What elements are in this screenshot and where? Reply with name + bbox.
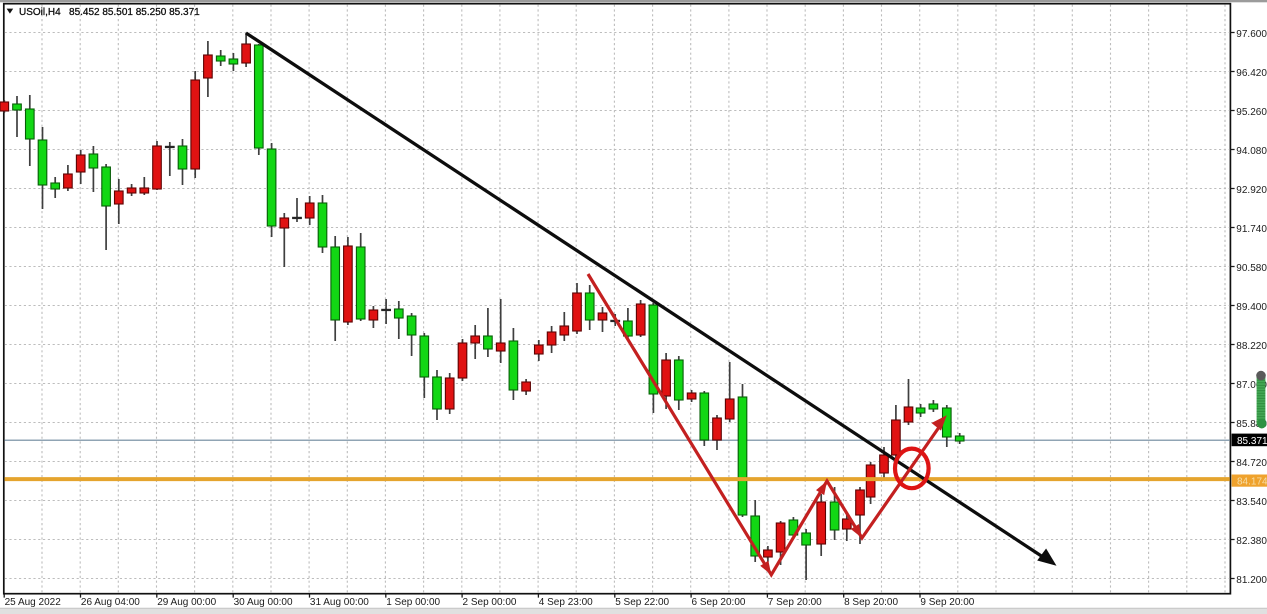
svg-text:88.220: 88.220 xyxy=(1236,341,1267,352)
svg-text:USOil,H4 85.452 85.501 85.25: USOil,H4 85.452 85.501 85.250 85.371 xyxy=(19,7,200,18)
svg-text:94.080: 94.080 xyxy=(1236,146,1267,157)
svg-text:5 Sep 22:00: 5 Sep 22:00 xyxy=(615,597,669,608)
svg-text:82.380: 82.380 xyxy=(1236,536,1267,547)
svg-text:81.200: 81.200 xyxy=(1236,575,1267,586)
svg-text:1 Sep 00:00: 1 Sep 00:00 xyxy=(386,597,440,608)
svg-text:31 Aug 00:00: 31 Aug 00:00 xyxy=(310,597,369,608)
svg-text:96.420: 96.420 xyxy=(1236,68,1267,79)
svg-text:7 Sep 20:00: 7 Sep 20:00 xyxy=(768,597,822,608)
svg-text:84.174: 84.174 xyxy=(1237,477,1267,488)
svg-text:26 Aug 04:00: 26 Aug 04:00 xyxy=(81,597,140,608)
svg-text:83.540: 83.540 xyxy=(1236,497,1267,508)
svg-text:25 Aug 2022: 25 Aug 2022 xyxy=(5,597,62,608)
svg-text:92.920: 92.920 xyxy=(1236,185,1267,196)
svg-text:85.880: 85.880 xyxy=(1236,419,1267,430)
svg-text:89.400: 89.400 xyxy=(1236,302,1267,313)
svg-text:95.260: 95.260 xyxy=(1236,107,1267,118)
svg-text:2 Sep 00:00: 2 Sep 00:00 xyxy=(463,597,517,608)
svg-text:97.600: 97.600 xyxy=(1236,29,1267,40)
svg-text:91.740: 91.740 xyxy=(1236,224,1267,235)
svg-text:30 Aug 00:00: 30 Aug 00:00 xyxy=(234,597,293,608)
svg-text:6 Sep 20:00: 6 Sep 20:00 xyxy=(692,597,746,608)
svg-text:85.371: 85.371 xyxy=(1237,436,1267,447)
svg-text:9 Sep 20:00: 9 Sep 20:00 xyxy=(920,597,974,608)
svg-text:29 Aug 00:00: 29 Aug 00:00 xyxy=(157,597,216,608)
svg-text:4 Sep 23:00: 4 Sep 23:00 xyxy=(539,597,593,608)
svg-text:8 Sep 20:00: 8 Sep 20:00 xyxy=(844,597,898,608)
svg-text:90.580: 90.580 xyxy=(1236,263,1267,274)
svg-text:84.720: 84.720 xyxy=(1236,458,1267,469)
svg-text:87.060: 87.060 xyxy=(1236,380,1267,391)
